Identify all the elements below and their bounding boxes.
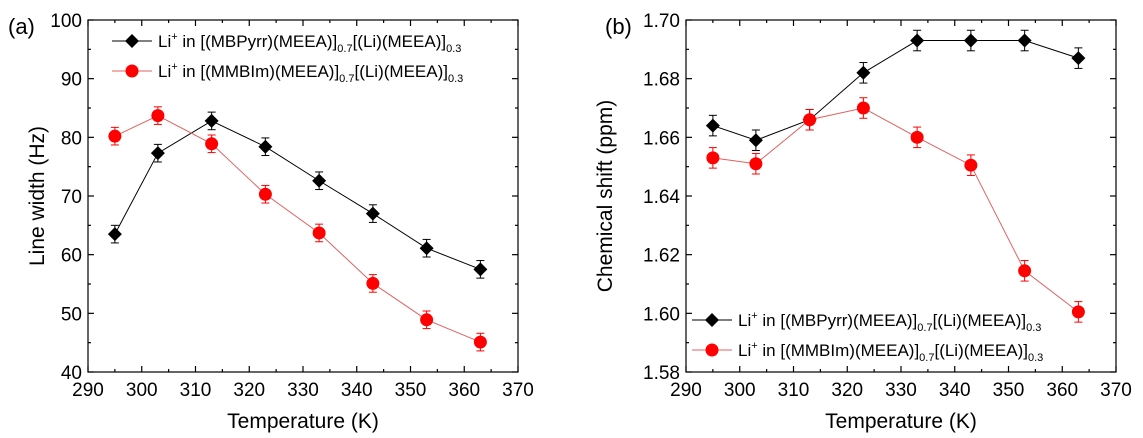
x-tick-label: 370 (502, 380, 534, 401)
data-point-circle (749, 157, 763, 171)
data-point-circle (1018, 264, 1032, 278)
data-point-diamond (705, 118, 720, 133)
data-point-diamond (312, 173, 327, 188)
data-point-circle (706, 151, 720, 165)
panel-label: (a) (8, 14, 35, 39)
data-point-diamond (1071, 51, 1086, 66)
x-tick-label: 300 (724, 380, 756, 401)
x-axis-title: Temperature (K) (227, 410, 379, 433)
series-mbpyrr (705, 29, 1086, 152)
x-tick-label: 360 (1046, 380, 1078, 401)
x-tick-label: 300 (126, 380, 158, 401)
x-tick-label: 320 (233, 380, 265, 401)
y-tick-label: 70 (61, 187, 82, 208)
data-point-circle (803, 113, 817, 127)
data-point-diamond (1017, 33, 1032, 48)
y-tick-label: 60 (61, 246, 82, 267)
chart-panel-a: 290 300 310 320 330 340 350 360 370 40 50 60 70 80 90 1… (8, 11, 534, 433)
panel-label: (b) (605, 14, 632, 39)
data-point-circle (108, 129, 122, 143)
x-tick-label: 310 (180, 380, 212, 401)
data-point-diamond (473, 262, 488, 277)
y-tick-label: 1.62 (643, 246, 680, 267)
legend-label: Li+ in [(MBPyrr)(MEEA)]0.7[(Li)(MEEA)]0.… (158, 31, 461, 55)
data-point-circle (964, 158, 978, 172)
data-point-circle (910, 130, 924, 144)
y-tick-label: 1.58 (643, 363, 680, 384)
y-tick-label: 1.60 (643, 304, 680, 325)
data-point-diamond (748, 133, 763, 148)
data-point-circle (473, 335, 487, 349)
x-tick-label: 350 (395, 380, 427, 401)
x-tick-label: 340 (341, 380, 373, 401)
x-axis-title: Temperature (K) (825, 410, 977, 433)
data-point-circle (258, 187, 272, 201)
data-point-diamond (365, 206, 380, 221)
data-point-diamond (910, 33, 925, 48)
x-tick-label: 310 (778, 380, 810, 401)
x-tick-label: 320 (831, 380, 863, 401)
series-line (114, 115, 481, 343)
data-point-circle (366, 276, 380, 290)
legend-marker-diamond (125, 34, 139, 48)
legend-marker-circle (705, 343, 719, 357)
y-tick-label: 1.64 (643, 187, 680, 208)
legend: Li+ in [(MBPyrr)(MEEA)]0.7[(Li)(MEEA)]0.… (692, 310, 1043, 364)
data-point-circle (1071, 305, 1085, 319)
chart-panel-b: 290 300 310 320 330 340 350 360 370 1.58 1.60 1.62 1… (594, 11, 1132, 433)
data-point-diamond (204, 113, 219, 128)
x-tick-label: 370 (1100, 380, 1132, 401)
data-point-diamond (258, 139, 273, 154)
y-tick-label: 40 (61, 363, 82, 384)
legend-label: Li+ in [(MMBIm)(MEEA)]0.7[(Li)(MEEA)]0.3 (738, 340, 1043, 364)
data-point-circle (205, 137, 219, 151)
x-tick-label: 290 (72, 380, 104, 401)
data-point-diamond (856, 65, 871, 80)
x-tick-label: 330 (287, 380, 319, 401)
data-point-diamond (419, 241, 434, 256)
legend-label: Li+ in [(MBPyrr)(MEEA)]0.7[(Li)(MEEA)]0.… (738, 310, 1041, 334)
legend: Li+ in [(MBPyrr)(MEEA)]0.7[(Li)(MEEA)]0.… (112, 31, 463, 85)
x-tick-label: 330 (885, 380, 917, 401)
x-tick-label: 350 (993, 380, 1025, 401)
series-line (114, 120, 481, 270)
legend-label: Li+ in [(MMBIm)(MEEA)]0.7[(Li)(MEEA)]0.3 (158, 61, 463, 85)
data-point-circle (312, 226, 326, 240)
series-line (712, 40, 1079, 141)
data-point-circle (420, 313, 434, 327)
data-point-diamond (107, 227, 122, 242)
y-tick-label: 1.68 (643, 70, 680, 91)
legend-marker-diamond (705, 313, 719, 327)
x-tick-label: 360 (448, 380, 480, 401)
data-point-diamond (150, 146, 165, 161)
data-point-circle (151, 109, 165, 123)
y-tick-label: 80 (61, 128, 82, 149)
series-mbpyrr (107, 111, 488, 279)
x-tick-label: 340 (939, 380, 971, 401)
series-mmbim (108, 106, 487, 352)
y-tick-label: 50 (61, 304, 82, 325)
y-axis-title: Line width (Hz) (26, 126, 49, 266)
data-point-diamond (963, 33, 978, 48)
y-tick-label: 100 (50, 11, 82, 32)
series-mmbim (706, 97, 1085, 323)
y-tick-label: 90 (61, 70, 82, 91)
series-line (712, 107, 1079, 313)
legend-marker-circle (125, 64, 139, 78)
data-point-circle (856, 101, 870, 115)
y-tick-label: 1.70 (643, 11, 680, 32)
y-axis-title: Chemical shift (ppm) (594, 100, 617, 293)
y-tick-label: 1.66 (643, 128, 680, 149)
x-tick-label: 290 (670, 380, 702, 401)
